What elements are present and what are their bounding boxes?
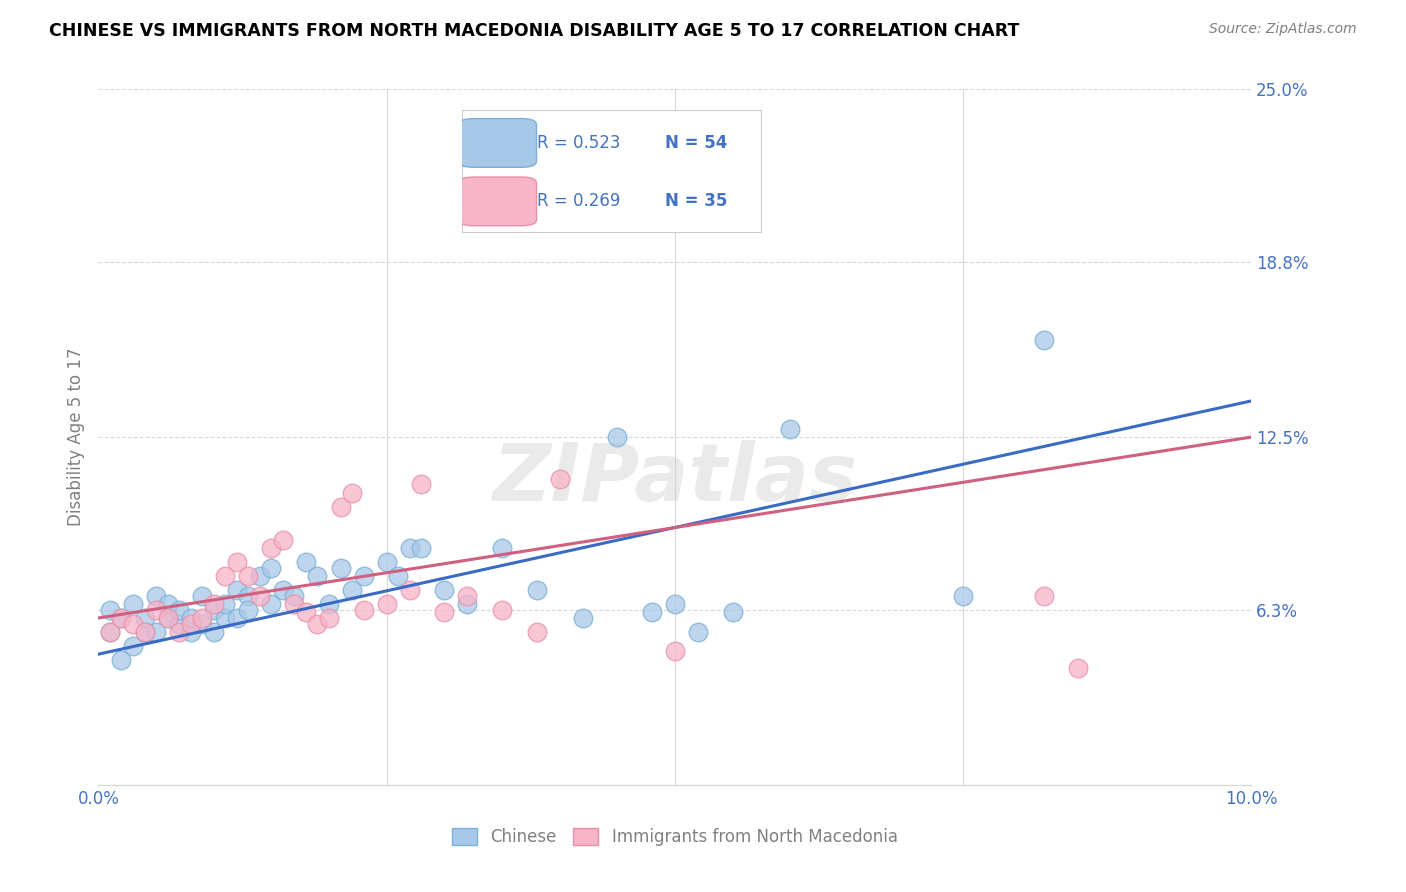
Point [249,589,271,603]
Y-axis label: Disability Age 5 to 17: Disability Age 5 to 17 [66,348,84,526]
Point [307,569,329,583]
Point [156,611,179,625]
Point [1032,333,1054,347]
Point [214,569,236,583]
Point [375,555,398,569]
Point [398,541,420,556]
Point [202,602,225,616]
Point [571,611,593,625]
Point [167,624,190,639]
Point [491,602,513,616]
Point [329,561,352,575]
Point [214,611,236,625]
Point [180,611,202,625]
Point [686,624,709,639]
Point [202,624,225,639]
Point [340,583,363,598]
Point [353,569,375,583]
Point [238,589,260,603]
Point [295,555,318,569]
Point [134,624,156,639]
Point [1067,661,1090,675]
Point [526,624,548,639]
Point [526,583,548,598]
Point [249,569,271,583]
Point [145,589,167,603]
Point [283,597,305,611]
Point [98,624,121,639]
Point [779,422,801,436]
Legend: Chinese, Immigrants from North Macedonia: Chinese, Immigrants from North Macedonia [446,822,904,853]
Point [238,569,260,583]
Point [271,533,294,547]
Point [191,611,214,625]
Point [398,583,420,598]
Point [329,500,352,514]
Point [260,597,283,611]
Point [156,611,179,625]
Point [491,541,513,556]
Point [295,606,318,620]
Point [433,583,456,598]
Point [238,602,260,616]
Point [583,194,606,208]
Point [664,644,686,658]
Point [134,624,156,639]
Point [180,616,202,631]
Point [952,589,974,603]
Point [387,569,409,583]
Point [98,602,121,616]
Point [548,472,571,486]
Point [110,611,132,625]
Point [606,430,628,444]
Point [664,597,686,611]
Point [202,597,225,611]
Point [307,616,329,631]
Text: CHINESE VS IMMIGRANTS FROM NORTH MACEDONIA DISABILITY AGE 5 TO 17 CORRELATION CH: CHINESE VS IMMIGRANTS FROM NORTH MACEDON… [49,22,1019,40]
Point [260,541,283,556]
Point [721,606,744,620]
Point [641,606,664,620]
Point [340,485,363,500]
Point [1032,589,1054,603]
Point [411,541,433,556]
Point [110,611,132,625]
Point [456,597,478,611]
Point [375,597,398,611]
Point [122,616,145,631]
Point [191,616,214,631]
Point [110,653,132,667]
Point [122,639,145,653]
Point [156,597,179,611]
Point [271,583,294,598]
Point [180,624,202,639]
Point [225,611,247,625]
Point [191,589,214,603]
Text: ZIPatlas: ZIPatlas [492,440,858,518]
Point [283,589,305,603]
Point [411,477,433,491]
Point [260,561,283,575]
Point [225,555,247,569]
Point [167,602,190,616]
Point [167,616,190,631]
Point [145,624,167,639]
Point [134,611,156,625]
Point [456,589,478,603]
Text: Source: ZipAtlas.com: Source: ZipAtlas.com [1209,22,1357,37]
Point [98,624,121,639]
Point [433,606,456,620]
Point [225,583,247,598]
Point [318,597,340,611]
Point [214,597,236,611]
Point [318,611,340,625]
Point [145,602,167,616]
Point [353,602,375,616]
Point [122,597,145,611]
